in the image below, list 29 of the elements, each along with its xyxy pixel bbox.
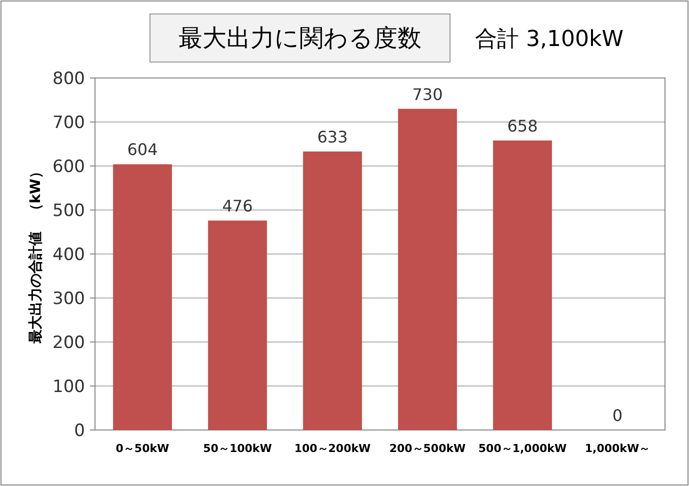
y-tick-label: 800 — [52, 69, 85, 89]
data-label: 658 — [507, 116, 538, 136]
chart-title: 最大出力に関わる度数 — [178, 24, 422, 52]
data-label: 730 — [412, 84, 443, 104]
x-tick-label: 200～500kW — [389, 442, 466, 455]
data-label: 476 — [222, 196, 253, 216]
x-tick-label: 50～100kW — [203, 442, 272, 455]
y-tick-label: 200 — [52, 333, 85, 353]
bar — [208, 220, 267, 430]
data-label: 0 — [612, 406, 623, 425]
bar — [113, 164, 172, 430]
y-axis-title: 最大出力の合計値 （kW） — [28, 164, 44, 344]
y-tick-label: 100 — [52, 377, 85, 397]
y-tick-label: 500 — [52, 201, 85, 221]
y-tick-label: 700 — [52, 113, 85, 133]
y-tick-label: 600 — [52, 157, 85, 177]
bar — [493, 140, 552, 430]
x-tick-label: 100～200kW — [294, 442, 371, 455]
x-tick-label: 1,000kW～ — [584, 442, 650, 455]
data-label: 604 — [127, 140, 158, 160]
y-tick-label: 300 — [52, 289, 85, 309]
data-label: 633 — [317, 127, 348, 146]
y-tick-label: 400 — [52, 245, 85, 265]
text: 合計 3,100kW — [475, 27, 624, 52]
bar — [303, 151, 362, 430]
y-tick-label: 0 — [74, 421, 85, 441]
bar — [398, 108, 457, 430]
x-tick-label: 0～50kW — [116, 442, 170, 455]
x-tick-label: 500～1,000kW — [478, 442, 567, 455]
